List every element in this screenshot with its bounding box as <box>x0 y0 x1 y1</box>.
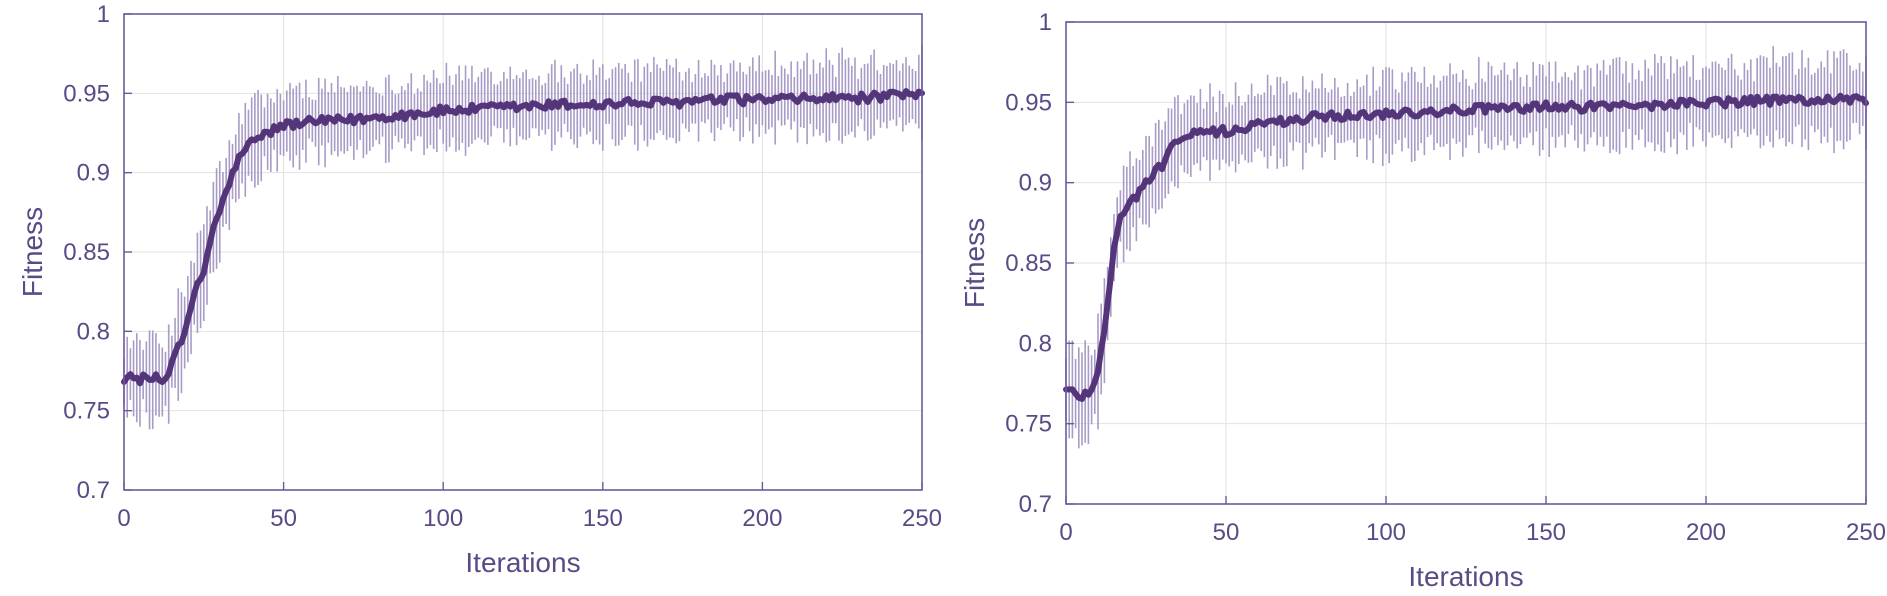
mean-fitness-line <box>121 88 925 387</box>
x-axis-label: Iterations <box>1408 561 1523 592</box>
y-tick-label: 0.85 <box>1005 250 1052 277</box>
x-tick-label: 50 <box>270 505 297 532</box>
x-tick-label: 0 <box>117 505 130 532</box>
chart-panel-left: 0 50 100 150 200 250 0.7 0.75 0.8 0.85 0.9 0.95 1 Ite… <box>17 1 942 578</box>
x-tick-label: 100 <box>1366 519 1406 546</box>
y-tick-label: 1 <box>1039 9 1052 36</box>
x-tick-label: 100 <box>423 505 463 532</box>
y-tick-label: 0.9 <box>1019 170 1052 197</box>
y-axis-label: Fitness <box>959 218 990 308</box>
y-axis-label: Fitness <box>17 207 48 297</box>
y-tick-label: 0.8 <box>77 318 110 345</box>
x-tick-label: 250 <box>1846 519 1886 546</box>
x-tick-label: 150 <box>1526 519 1566 546</box>
mean-fitness-line <box>1063 92 1869 402</box>
x-tick-label: 250 <box>902 505 942 532</box>
y-tick-label: 0.95 <box>63 80 110 107</box>
y-tick-label: 1 <box>97 1 110 28</box>
chart-panel-right: 0 50 100 150 200 250 0.7 0.75 0.8 0.85 0.9 0.95 1 Ite… <box>959 9 1886 592</box>
x-tick-label: 0 <box>1059 519 1072 546</box>
x-tick-label: 200 <box>742 505 782 532</box>
x-tick-label: 150 <box>583 505 623 532</box>
x-tick-label: 200 <box>1686 519 1726 546</box>
error-bars <box>1065 46 1867 449</box>
x-axis-label: Iterations <box>465 547 580 578</box>
y-tick-label: 0.75 <box>63 398 110 425</box>
y-tick-label: 0.85 <box>63 239 110 266</box>
y-tick-label: 0.8 <box>1019 330 1052 357</box>
y-tick-label: 0.95 <box>1005 89 1052 116</box>
y-tick-label: 0.75 <box>1005 411 1052 438</box>
y-tick-label: 0.9 <box>77 160 110 187</box>
x-tick-label: 50 <box>1213 519 1240 546</box>
y-tick-label: 0.7 <box>77 477 110 504</box>
y-tick-label: 0.7 <box>1019 491 1052 518</box>
